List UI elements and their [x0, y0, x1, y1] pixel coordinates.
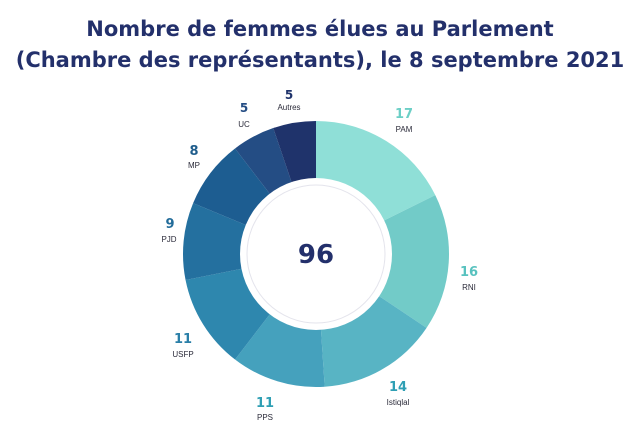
- slice-mp: [193, 148, 273, 227]
- slice-pjd: [183, 203, 250, 280]
- category-label-rni: RNI: [462, 283, 476, 292]
- value-label-rni: 16: [460, 265, 478, 280]
- value-label-usfp: 11: [174, 332, 192, 347]
- value-label-pjd: 9: [165, 217, 174, 232]
- total-label: 96: [298, 240, 334, 270]
- slice-istiqlal: [320, 294, 427, 387]
- value-label-autres: 5: [285, 88, 293, 102]
- slice-rni: [375, 195, 450, 328]
- slice-pps: [235, 311, 325, 387]
- category-label-pps: PPS: [257, 413, 273, 422]
- slice-autres: [273, 121, 316, 186]
- value-label-pam: 17: [395, 107, 413, 122]
- value-label-uc: 5: [240, 101, 248, 115]
- chart-title: Nombre de femmes élues au Parlement (Cha…: [0, 14, 640, 76]
- chart-title-line-1: Nombre de femmes élues au Parlement: [86, 17, 554, 41]
- category-label-usfp: USFP: [172, 350, 193, 359]
- category-label-istiqlal: Istiqlal: [387, 398, 410, 407]
- category-label-pam: PAM: [396, 125, 413, 134]
- category-label-mp: MP: [188, 161, 200, 170]
- donut-hole: [240, 178, 392, 330]
- category-label-uc: UC: [238, 120, 250, 129]
- value-label-pps: 11: [256, 396, 274, 411]
- value-label-mp: 8: [189, 144, 198, 159]
- value-label-istiqlal: 14: [389, 380, 407, 395]
- category-label-autres: Autres: [277, 103, 300, 112]
- category-label-pjd: PJD: [161, 235, 176, 244]
- slice-pam: [316, 121, 436, 223]
- chart-title-line-2: (Chambre des représentants), le 8 septem…: [15, 48, 625, 72]
- center-ring: [246, 184, 386, 324]
- slice-uc: [235, 128, 293, 197]
